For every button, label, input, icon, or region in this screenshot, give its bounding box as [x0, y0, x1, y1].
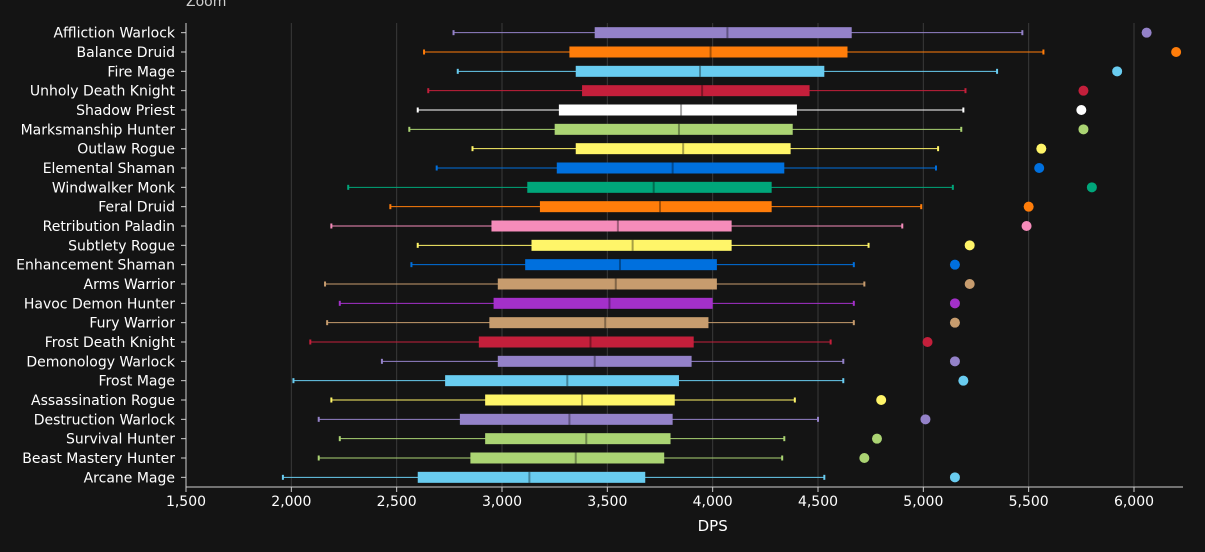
outlier-point — [1086, 182, 1097, 193]
category-label: Feral Druid — [98, 200, 175, 216]
outlier-point — [1021, 221, 1032, 231]
x-tick-label: 4,500 — [798, 494, 838, 510]
x-tick-label: 1,500 — [166, 494, 206, 510]
box — [459, 413, 673, 425]
category-label: Destruction Warlock — [34, 412, 176, 428]
box — [556, 162, 785, 174]
box — [489, 317, 709, 329]
category-label: Beast Mastery Hunter — [22, 451, 175, 467]
outlier-point — [859, 453, 870, 463]
outlier-point — [920, 414, 931, 425]
box — [569, 46, 848, 58]
box — [491, 220, 732, 232]
category-label: Frost Mage — [99, 374, 175, 390]
outlier-point — [1036, 143, 1047, 154]
category-label: Unholy Death Knight — [30, 84, 176, 100]
category-label: Elemental Shaman — [43, 161, 175, 177]
category-label: Outlaw Rogue — [77, 142, 175, 158]
box — [417, 471, 646, 483]
category-label: Balance Druid — [77, 45, 175, 61]
outlier-point — [958, 375, 969, 386]
category-label: Shadow Priest — [76, 103, 175, 119]
box — [527, 181, 772, 193]
outlier-point — [1112, 66, 1123, 77]
category-label: Demonology Warlock — [26, 354, 176, 370]
x-axis-title: DPS — [698, 517, 728, 535]
x-tick-label: 2,000 — [271, 494, 311, 510]
box — [478, 336, 694, 348]
box — [575, 65, 825, 77]
x-tick-label: 6,000 — [1114, 494, 1154, 510]
box — [493, 297, 713, 309]
box — [575, 143, 791, 155]
outlier-point — [1078, 124, 1089, 135]
category-label: Windwalker Monk — [52, 180, 176, 196]
outlier-point — [949, 259, 960, 270]
category-label: Frost Death Knight — [45, 335, 176, 351]
x-tick-label: 3,500 — [587, 494, 627, 510]
zoom-label: Zoom — [186, 0, 227, 10]
outlier-point — [1023, 201, 1034, 212]
category-label: Retribution Paladin — [43, 219, 175, 235]
box — [539, 201, 772, 213]
category-label: Havoc Demon Hunter — [24, 296, 175, 312]
outlier-point — [1034, 163, 1045, 173]
box — [470, 452, 665, 464]
category-label: Arcane Mage — [84, 470, 175, 486]
box — [497, 355, 692, 367]
box — [485, 433, 671, 445]
outlier-point — [964, 240, 975, 251]
category-label: Affliction Warlock — [53, 26, 175, 42]
outlier-point — [876, 395, 887, 405]
outlier-point — [871, 433, 882, 444]
box — [594, 27, 852, 39]
outlier-point — [1078, 85, 1089, 96]
outlier-point — [949, 356, 960, 367]
category-label: Fire Mage — [107, 64, 175, 80]
category-label: Arms Warrior — [84, 277, 176, 293]
outlier-point — [949, 298, 960, 309]
outlier-point — [949, 472, 960, 483]
x-tick-label: 4,000 — [693, 494, 733, 510]
x-tick-label: 5,000 — [903, 494, 943, 510]
box — [558, 104, 797, 116]
category-label: Enhancement Shaman — [16, 258, 175, 274]
box — [445, 375, 679, 387]
box — [554, 123, 793, 135]
outlier-point — [1076, 105, 1087, 115]
category-label: Marksmanship Hunter — [21, 122, 176, 138]
box — [525, 259, 717, 271]
box — [531, 239, 732, 251]
category-label: Survival Hunter — [66, 432, 175, 448]
outlier-point — [964, 279, 975, 289]
box — [485, 394, 675, 406]
box — [497, 278, 717, 290]
x-tick-label: 3,000 — [482, 494, 522, 510]
outlier-point — [1171, 47, 1182, 57]
x-tick-label: 5,500 — [1009, 494, 1049, 510]
category-label: Fury Warrior — [89, 316, 175, 332]
outlier-point — [922, 337, 933, 347]
category-label: Assassination Rogue — [31, 393, 175, 409]
outlier-point — [949, 317, 960, 328]
box — [582, 85, 810, 97]
x-tick-label: 2,500 — [377, 494, 417, 510]
outlier-point — [1141, 27, 1152, 38]
category-label: Subtlety Rogue — [68, 238, 175, 254]
